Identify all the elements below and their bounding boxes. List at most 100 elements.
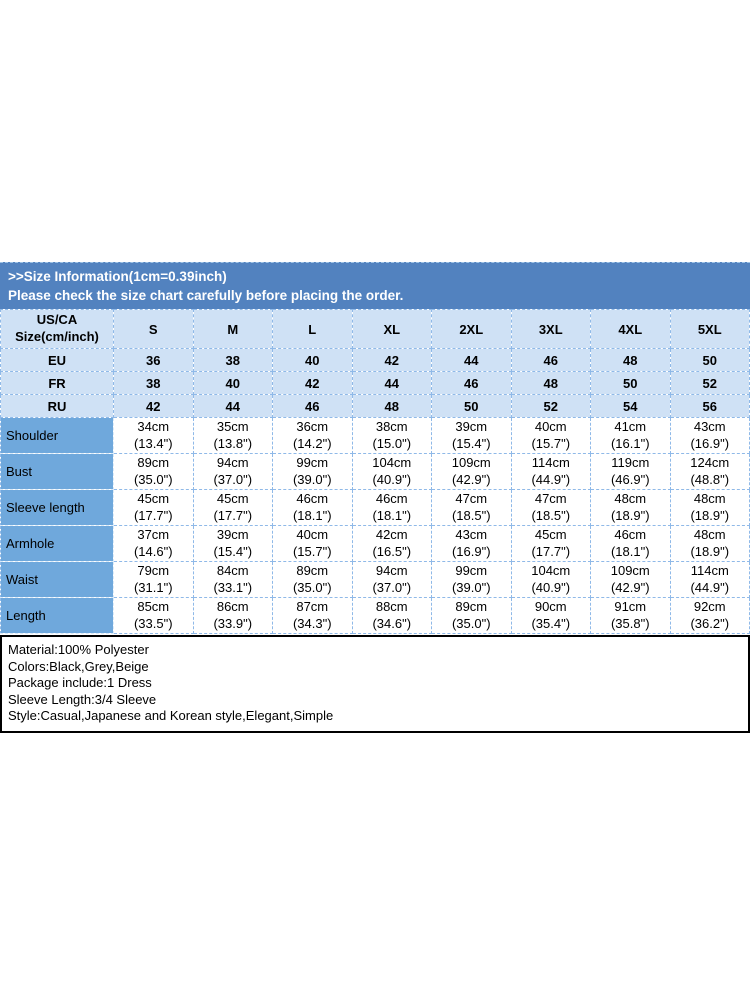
measurement-cell: 48cm (18.9") [669,525,750,562]
region-size-cell: 36 [113,348,194,372]
measurement-cm: 37cm [137,526,170,542]
measurement-cm: 36cm [296,418,329,434]
measurement-cell: 43cm (16.9") [669,417,750,454]
measurement-inch: (36.2") [690,615,730,631]
measurement-inch: (14.2") [292,435,332,451]
measurement-inch: (42.9") [610,579,650,595]
measurement-cm: 45cm [534,526,567,542]
size-chart-table: US/CA Size(cm/inch) S M L XL 2XL 3XL 4XL 5XL EU 36 3… [0,309,750,634]
measurement-inch: (37.0") [372,579,412,595]
corner-cell: US/CA Size(cm/inch) [0,309,114,349]
measurement-cell: 39cm (15.4") [431,417,512,454]
measurement-cell: 48cm (18.9") [590,489,671,526]
region-size-cell: 46 [272,394,353,418]
measurement-inch: (34.3") [292,615,332,631]
region-size-cell: 42 [272,371,353,395]
measurement-cell: 87cm (34.3") [272,597,353,634]
measurement-inch: (35.8") [610,615,650,631]
region-size-cell: 46 [510,348,591,372]
measurement-cell: 46cm (18.1") [590,525,671,562]
measurement-row: Length 85cm (33.5") 86cm (33.9") 87cm (34.3") 8… [0,597,750,634]
measurement-row-label: Bust [0,453,114,490]
measurement-inch: (18.9") [690,543,730,559]
product-detail-line: Sleeve Length:3/4 Sleeve [8,691,157,707]
measurement-cell: 90cm (35.4") [510,597,591,634]
size-info-title: >>Size Information(1cm=0.39inch) [8,269,227,284]
product-detail-line: Package include:1 Dress [8,675,152,691]
measurement-cm: 89cm [137,454,170,470]
size-col-header: S [113,309,194,349]
measurement-inch: (33.9") [213,615,253,631]
table-body: Shoulder 34cm (13.4") 35cm (13.8") 36cm (14.2"… [0,417,750,634]
measurement-row: Shoulder 34cm (13.4") 35cm (13.8") 36cm (14.2"… [0,417,750,454]
region-size-cell: 48 [590,348,671,372]
measurement-inch: (35.0") [292,579,332,595]
measurement-row: Sleeve length 45cm (17.7") 45cm (17.7") 46cm(… [0,489,750,526]
measurement-cm: 39cm [216,526,249,542]
measurement-cm: 109cm [451,454,491,470]
measurement-cm: 40cm [534,418,567,434]
measurement-cm: 47cm [455,490,488,506]
region-size-cell: 44 [351,371,432,395]
region-size-cell: 38 [192,348,273,372]
measurement-cell: 99cm (39.0") [272,453,353,490]
region-size-cell: 42 [351,348,432,372]
measurement-cell: 124cm (48.8") [669,453,750,490]
measurement-inch: (14.6") [133,543,173,559]
measurement-cm: 89cm [296,562,329,578]
region-size-cell: 50 [590,371,671,395]
measurement-inch: (15.7") [531,435,571,451]
size-info-banner: >>Size Information(1cm=0.39inch) Please … [0,262,750,309]
measurement-cell: 119cm (46.9") [590,453,671,490]
measurement-cm: 35cm [216,418,249,434]
measurement-cm: 94cm [216,454,249,470]
size-col-header: M [192,309,273,349]
region-size-cell: 46 [431,371,512,395]
measurement-cm: 91cm [614,598,647,614]
measurement-inch: (46.9") [610,471,650,487]
size-info-section: >>Size Information(1cm=0.39inch) Please … [0,262,750,733]
measurement-cell: 46cm (18.1") [351,489,432,526]
measurement-cell: 104cm (40.9") [351,453,432,490]
measurement-inch: (33.5") [133,615,173,631]
measurement-cell: 41cm (16.1") [590,417,671,454]
region-size-cell: 44 [192,394,273,418]
region-size-cell: 40 [272,348,353,372]
measurement-inch: (18.9") [610,507,650,523]
measurement-cm: 89cm [455,598,488,614]
measurement-cell: 86cm (33.9") [192,597,273,634]
measurement-inch: (35.0") [133,471,173,487]
measurement-inch: (13.8") [213,435,253,451]
measurement-cm: 34cm [137,418,170,434]
measurement-inch: (18.1") [292,507,332,523]
size-col-header: XL [351,309,432,349]
measurement-cell: 42cm (16.5") [351,525,432,562]
measurement-cm: 43cm [693,418,726,434]
measurement-cm: 48cm [693,526,726,542]
measurement-cell: 35cm (13.8") [192,417,273,454]
measurement-cm: 114cm [531,454,570,470]
measurement-cm: 46cm [296,490,329,506]
measurement-cm: 79cm [137,562,170,578]
measurement-cell: 37cm (14.6") [113,525,194,562]
measurement-cell: 99cm (39.0") [431,561,512,598]
table-head: US/CA Size(cm/inch) S M L XL 2XL 3XL 4XL 5XL EU 36 3… [0,309,750,418]
measurement-cell: 47cm (18.5") [510,489,591,526]
product-detail-line: Style:Casual,Japanese and Korean style,E… [8,708,334,724]
region-size-cell: 56 [669,394,750,418]
size-col-header: L [272,309,353,349]
measurement-inch: (44.9") [690,579,730,595]
measurement-cell: 89cm (35.0") [272,561,353,598]
measurement-cell: 45cm (17.7") [113,489,194,526]
measurement-cell: 114cm (44.9") [510,453,591,490]
measurement-inch: (15.0") [372,435,412,451]
measurement-cell: 47cm (18.5") [431,489,512,526]
measurement-cm: 92cm [693,598,726,614]
measurement-inch: (39.0") [451,579,491,595]
size-col-header: 4XL [590,309,671,349]
region-row-label: EU [0,348,114,372]
measurement-cell: 46cm (18.1") [272,489,353,526]
corner-line2: Size(cm/inch) [15,329,99,344]
measurement-inch: (18.1") [610,543,650,559]
measurement-cell: 84cm (33.1") [192,561,273,598]
